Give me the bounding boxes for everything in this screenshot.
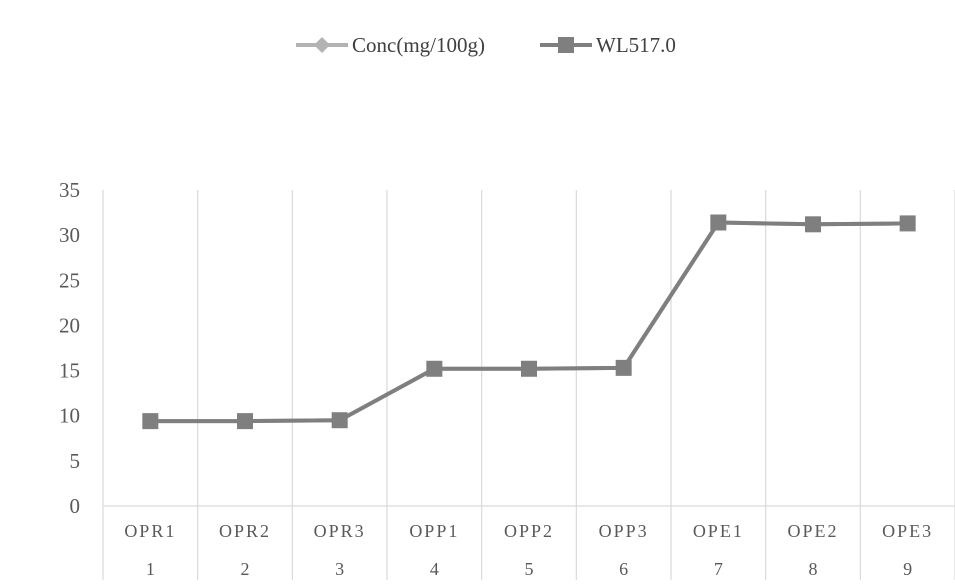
x-category-number: 3 xyxy=(335,559,344,579)
legend: Conc(mg/100g) WL517.0 xyxy=(296,33,676,57)
series-wl517 xyxy=(142,214,916,430)
data-point-square xyxy=(899,215,916,232)
series-line xyxy=(150,220,908,424)
x-category-label: OPP2 xyxy=(504,521,554,541)
x-category-label: OPE1 xyxy=(693,521,744,541)
data-point-square xyxy=(426,360,443,377)
x-category-number: 7 xyxy=(714,559,723,579)
y-tick-label: 20 xyxy=(59,313,80,337)
y-tick-label: 5 xyxy=(70,449,81,473)
x-axis: OPR1 1 OPR2 2 OPR3 3 OPP1 4 OPP2 5 OPP3 6 OPE1 7 OPE2 8… xyxy=(103,505,955,579)
data-point-square xyxy=(805,216,821,233)
x-category-label: OPP3 xyxy=(599,521,649,541)
y-tick-label: 10 xyxy=(59,404,80,428)
data-point-square xyxy=(142,413,159,430)
legend-label: WL517.0 xyxy=(596,33,676,57)
x-category-label: OPR3 xyxy=(314,521,366,541)
y-tick-label: 25 xyxy=(59,268,80,292)
data-point-square xyxy=(521,360,537,377)
legend-marker-diamond xyxy=(314,37,330,53)
x-category-number: 6 xyxy=(619,559,628,579)
x-category-number: 2 xyxy=(241,559,250,579)
data-point-square xyxy=(331,412,348,429)
grid-lines xyxy=(102,190,955,580)
y-tick-label: 35 xyxy=(59,178,80,202)
x-category-label: OPE3 xyxy=(882,521,933,541)
series-conc xyxy=(142,214,916,430)
x-category-number: 1 xyxy=(146,559,155,579)
legend-marker-square xyxy=(558,37,574,53)
x-category-number: 4 xyxy=(430,559,439,579)
series-layer xyxy=(142,214,916,430)
x-category-label: OPR2 xyxy=(219,521,271,541)
x-category-number: 9 xyxy=(903,559,912,579)
x-category-label: OPP1 xyxy=(409,521,459,541)
x-category-number: 5 xyxy=(525,559,534,579)
y-tick-label: 0 xyxy=(70,494,81,518)
data-point-square xyxy=(615,359,632,376)
y-tick-label: 15 xyxy=(59,359,80,383)
x-category-label: OPR1 xyxy=(124,521,176,541)
data-point-square xyxy=(237,413,253,430)
series-line xyxy=(150,220,908,424)
x-category-label: OPE2 xyxy=(787,521,838,541)
y-tick-label: 30 xyxy=(59,223,80,247)
y-axis: 0 5 10 15 20 25 30 35 xyxy=(59,178,80,518)
data-point-square xyxy=(710,214,727,231)
legend-label: Conc(mg/100g) xyxy=(352,33,485,57)
x-category-number: 8 xyxy=(809,559,818,579)
